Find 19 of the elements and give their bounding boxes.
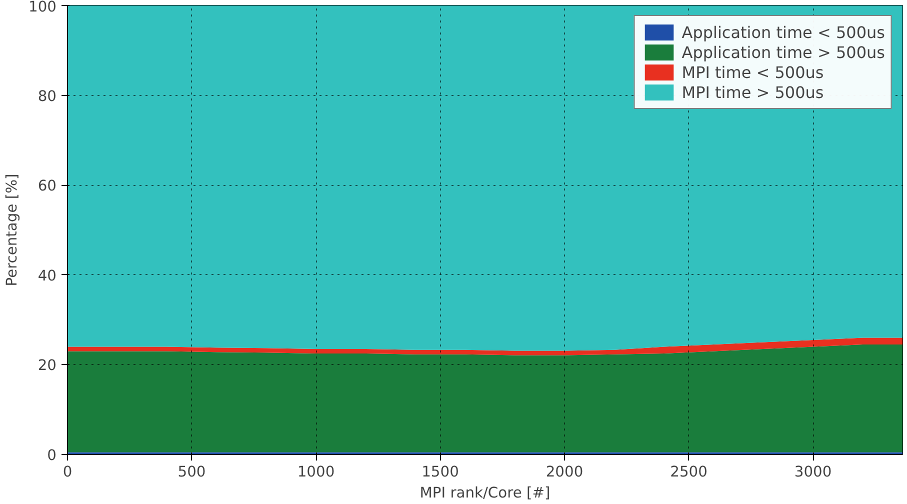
x-tick-label: 1500 — [422, 464, 459, 480]
y-tick-label: 100 — [28, 0, 57, 16]
legend-label: MPI time > 500us — [682, 82, 824, 102]
x-tick-label: 2500 — [670, 464, 708, 480]
legend-label: Application time > 500us — [682, 42, 885, 62]
x-axis-title: MPI rank/Core [#] — [420, 484, 550, 502]
y-axis-title: Percentage [%] — [4, 174, 21, 286]
x-tick-label: 3000 — [794, 464, 832, 480]
y-tick-label: 60 — [38, 178, 57, 195]
x-tick-label: 500 — [178, 464, 206, 480]
legend-label: Application time < 500us — [682, 22, 885, 42]
x-tick-label: 0 — [62, 464, 72, 480]
x-tick-label: 1000 — [297, 464, 335, 480]
y-tick-label: 40 — [38, 267, 57, 284]
y-tick-label: 20 — [38, 357, 57, 374]
y-tick-label: 80 — [38, 88, 57, 105]
y-tick-label: 0 — [47, 447, 57, 464]
x-tick-label: 2000 — [546, 464, 584, 480]
legend-label: MPI time < 500us — [682, 62, 824, 82]
